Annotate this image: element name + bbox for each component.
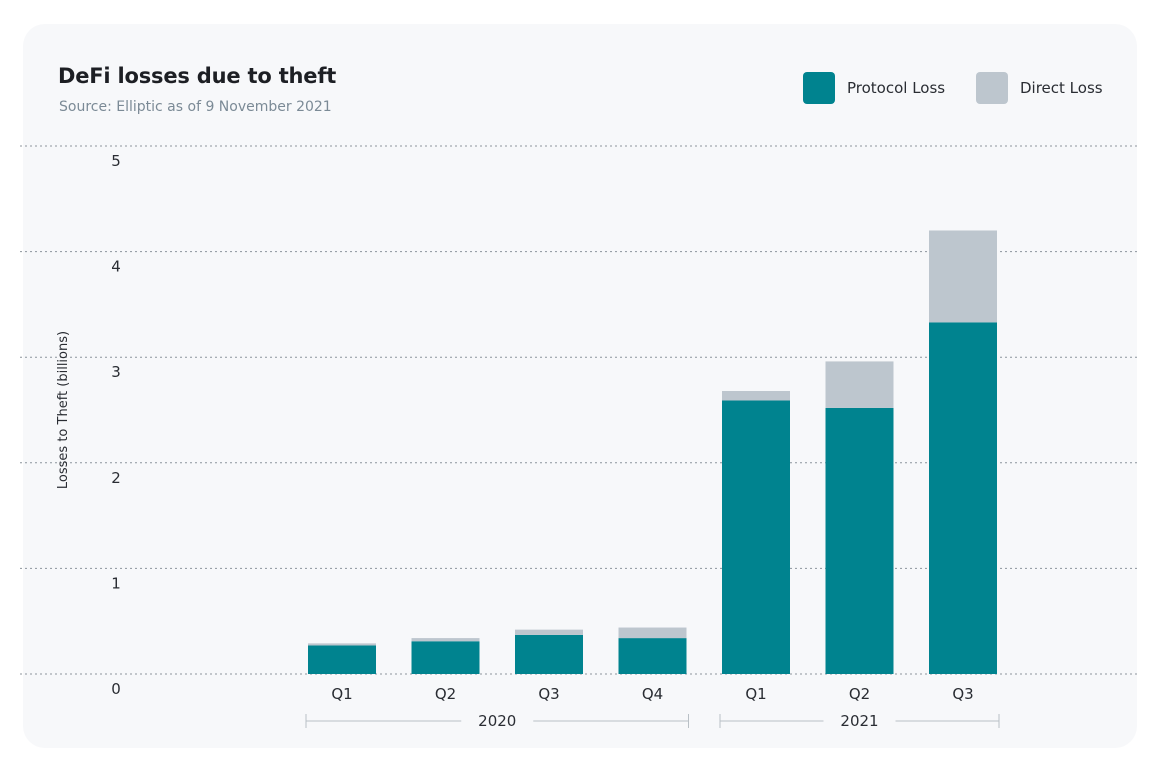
x-tick-label-4: Q1: [745, 685, 766, 703]
y-tick-label-4: 4: [111, 258, 121, 276]
x-tick-label-6: Q3: [952, 685, 973, 703]
y-tick-label-5: 5: [111, 152, 121, 170]
bar-direct-2: [515, 629, 583, 635]
y-tick-label-2: 2: [111, 469, 121, 487]
bar-direct-5: [825, 361, 894, 408]
bars: [308, 230, 997, 674]
y-axis-label: Losses to Theft (billions): [56, 331, 71, 489]
legend-label-direct-loss: Direct Loss: [1020, 79, 1103, 97]
bar-protocol-4: [722, 400, 790, 674]
x-tick-label-1: Q2: [435, 685, 456, 703]
y-tick-label-3: 3: [111, 363, 121, 381]
legend-item-direct-loss: Direct Loss: [976, 72, 1103, 104]
bar-direct-4: [722, 390, 790, 401]
bar-direct-6: [929, 230, 997, 323]
x-tick-label-0: Q1: [331, 685, 352, 703]
y-tick-label-0: 0: [111, 680, 121, 698]
x-tick-label-5: Q2: [849, 685, 870, 703]
group-label-1: 2021: [840, 712, 878, 730]
bar-protocol-3: [618, 638, 687, 674]
x-tick-label-2: Q3: [538, 685, 559, 703]
chart-subtitle: Source: Elliptic as of 9 November 2021: [59, 99, 332, 115]
y-tick-label-1: 1: [111, 574, 121, 592]
legend-label-protocol-loss: Protocol Loss: [847, 79, 946, 97]
bar-direct-3: [618, 627, 687, 639]
legend-swatch-direct-loss: [976, 72, 1008, 104]
bar-protocol-5: [825, 407, 894, 674]
bar-protocol-2: [515, 634, 583, 674]
bar-protocol-0: [308, 645, 376, 674]
legend-swatch-protocol-loss: [803, 72, 835, 104]
bar-direct-1: [411, 638, 480, 642]
axis-labels: 0 1 2 3 4 5 Q1 Q2 Q3 Q4 Q1 Q2 Q3 2020 2021: [111, 152, 1000, 730]
x-tick-label-3: Q4: [642, 685, 663, 703]
bar-protocol-6: [929, 322, 997, 674]
legend-item-protocol-loss: Protocol Loss: [803, 72, 945, 104]
bar-direct-0: [308, 643, 376, 646]
group-label-0: 2020: [478, 712, 516, 730]
bar-protocol-1: [411, 641, 480, 674]
chart-title: DeFi losses due to theft: [58, 64, 337, 88]
